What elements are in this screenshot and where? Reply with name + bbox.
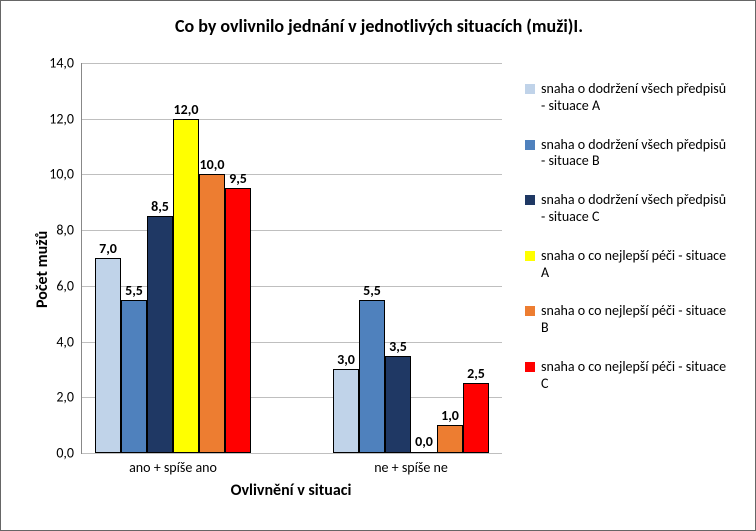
y-tick-label: 12,0 bbox=[49, 110, 74, 127]
legend-swatch bbox=[525, 251, 535, 261]
y-tick-label: 0,0 bbox=[56, 445, 74, 462]
legend-text: snaha o co nejlepší péči - situace C bbox=[541, 359, 731, 393]
bar-value-label: 5,5 bbox=[363, 282, 381, 299]
plot-area: 0,02,04,06,08,010,012,014,07,05,58,512,0… bbox=[81, 63, 502, 454]
y-tick-label: 2,0 bbox=[56, 389, 74, 406]
bar-value-label: 12,0 bbox=[174, 101, 199, 118]
legend-item: snaha o co nejlepší péči - situace C bbox=[525, 359, 731, 393]
legend-swatch bbox=[525, 306, 535, 316]
y-tick-label: 10,0 bbox=[49, 166, 74, 183]
gridline bbox=[82, 63, 502, 64]
x-axis-label: Ovlivnění v situaci bbox=[81, 481, 501, 500]
bar: 3,5 bbox=[385, 356, 411, 454]
gridline bbox=[82, 286, 502, 287]
bar: 3,0 bbox=[333, 369, 359, 453]
bar-value-label: 3,0 bbox=[337, 351, 355, 368]
gridline bbox=[82, 453, 502, 454]
legend-item: snaha o dodržení všech předpisů - situac… bbox=[525, 81, 731, 115]
bar-value-label: 1,0 bbox=[441, 407, 459, 424]
legend-swatch bbox=[525, 84, 535, 94]
bar: 12,0 bbox=[173, 119, 199, 453]
y-tick-label: 4,0 bbox=[56, 333, 74, 350]
legend: snaha o dodržení všech předpisů - situac… bbox=[525, 81, 731, 415]
legend-item: snaha o dodržení všech předpisů - situac… bbox=[525, 137, 731, 171]
bar-value-label: 10,0 bbox=[200, 156, 225, 173]
legend-text: snaha o co nejlepší péči - situace B bbox=[541, 303, 731, 337]
chart-frame: Co by ovlivnilo jednání v jednotlivých s… bbox=[0, 0, 756, 531]
legend-text: snaha o dodržení všech předpisů - situac… bbox=[541, 137, 731, 171]
legend-item: snaha o dodržení všech předpisů - situac… bbox=[525, 192, 731, 226]
legend-item: snaha o co nejlepší péči - situace B bbox=[525, 303, 731, 337]
bar-value-label: 2,5 bbox=[467, 365, 485, 382]
legend-swatch bbox=[525, 195, 535, 205]
chart-title: Co by ovlivnilo jednání v jednotlivých s… bbox=[1, 15, 756, 37]
y-tick-label: 8,0 bbox=[56, 222, 74, 239]
bar: 0,0 bbox=[411, 452, 437, 453]
x-tick-label: ano + spíše ano bbox=[129, 459, 217, 476]
bar-value-label: 3,5 bbox=[389, 338, 407, 355]
y-tick-label: 14,0 bbox=[49, 55, 74, 72]
bar-value-label: 5,5 bbox=[125, 282, 143, 299]
legend-text: snaha o dodržení všech předpisů - situac… bbox=[541, 192, 731, 226]
bar: 5,5 bbox=[121, 300, 147, 453]
legend-text: snaha o co nejlepší péči - situace A bbox=[541, 248, 731, 282]
gridline bbox=[82, 119, 502, 120]
bar: 2,5 bbox=[463, 383, 489, 453]
legend-swatch bbox=[525, 362, 535, 372]
bar: 7,0 bbox=[95, 258, 121, 453]
legend-text: snaha o dodržení všech předpisů - situac… bbox=[541, 81, 731, 115]
bar-value-label: 9,5 bbox=[229, 170, 247, 187]
gridline bbox=[82, 230, 502, 231]
gridline bbox=[82, 174, 502, 175]
legend-swatch bbox=[525, 140, 535, 150]
bar: 8,5 bbox=[147, 216, 173, 453]
y-axis-label: Počet mužů bbox=[33, 231, 52, 308]
bar: 1,0 bbox=[437, 425, 463, 453]
y-tick-label: 6,0 bbox=[56, 277, 74, 294]
bar: 5,5 bbox=[359, 300, 385, 453]
bar: 9,5 bbox=[225, 188, 251, 453]
bar-value-label: 7,0 bbox=[99, 240, 117, 257]
x-tick-label: ne + spíše ne bbox=[374, 459, 448, 476]
bar: 10,0 bbox=[199, 174, 225, 453]
bar-value-label: 8,5 bbox=[151, 198, 169, 215]
legend-item: snaha o co nejlepší péči - situace A bbox=[525, 248, 731, 282]
bar-value-label: 0,0 bbox=[415, 433, 433, 450]
